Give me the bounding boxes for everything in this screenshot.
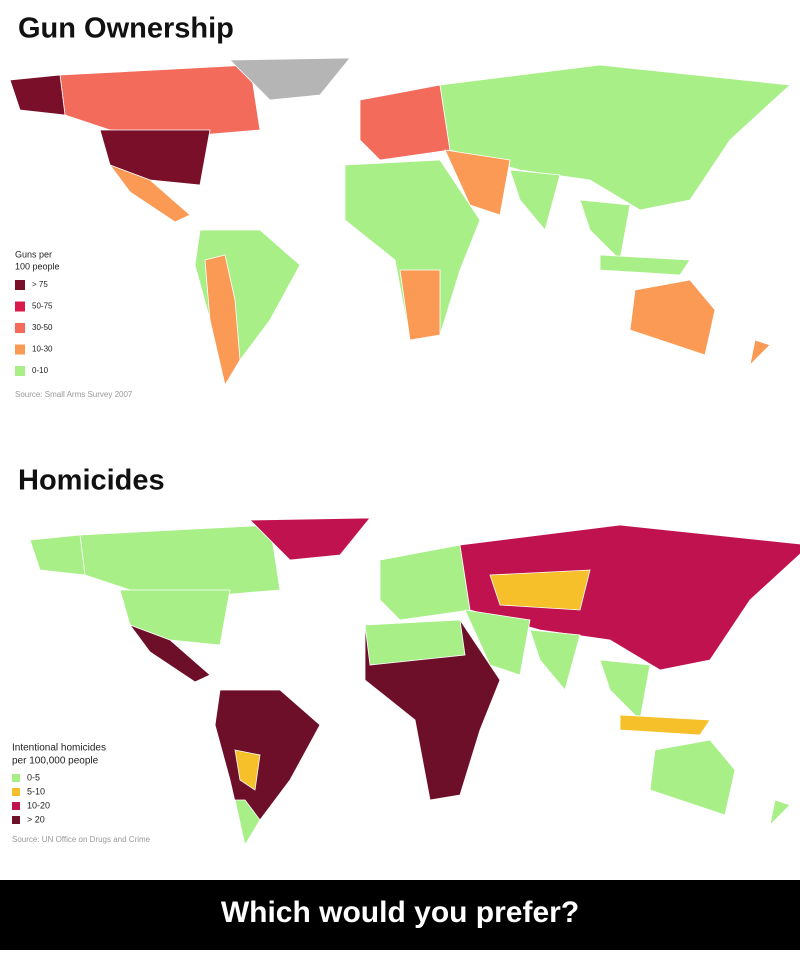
- region: [204, 254, 241, 387]
- legend-label: 10-30: [32, 345, 53, 354]
- legend-swatch: [12, 802, 20, 810]
- region: [119, 589, 231, 646]
- region: [769, 799, 791, 826]
- source: Source: Small Arms Survey 2007: [15, 390, 133, 399]
- gun-map: [9, 57, 791, 387]
- caption: Which would you prefer?: [221, 896, 579, 929]
- region: [79, 524, 281, 596]
- legend-title: Intentional homicides: [12, 743, 106, 754]
- legend-swatch: [12, 774, 20, 782]
- region: [214, 689, 321, 846]
- region: [619, 714, 711, 736]
- region: [489, 569, 591, 611]
- map-title: Gun Ownership: [18, 13, 234, 45]
- legend-swatch: [15, 344, 25, 355]
- legend-label: 10-20: [27, 800, 50, 810]
- legend-label: 50-75: [32, 302, 53, 311]
- region: [599, 254, 691, 276]
- region: [379, 544, 471, 621]
- legend-label: > 75: [32, 280, 48, 289]
- region: [629, 279, 716, 356]
- region: [749, 339, 771, 366]
- region: [234, 799, 261, 847]
- region: [509, 169, 561, 231]
- region: [29, 534, 86, 576]
- legend-title: per 100,000 people: [12, 756, 99, 767]
- legend-title: Guns per: [15, 249, 52, 259]
- map-title: Homicides: [18, 465, 165, 497]
- region: [649, 739, 736, 816]
- legend-swatch: [15, 301, 25, 312]
- region: [234, 749, 261, 791]
- homicide-map: [29, 517, 800, 847]
- region: [579, 199, 631, 261]
- legend-label: 5-10: [27, 786, 45, 796]
- region: [99, 129, 211, 186]
- region: [364, 619, 466, 666]
- legend-swatch: [12, 816, 20, 824]
- legend-swatch: [12, 788, 20, 796]
- legend-label: 0-5: [27, 772, 40, 782]
- legend-swatch: [15, 366, 25, 376]
- legend-title: 100 people: [15, 261, 60, 271]
- region: [599, 659, 651, 721]
- legend-label: 0-10: [32, 366, 49, 375]
- legend-label: > 20: [27, 814, 45, 824]
- region: [359, 84, 451, 161]
- region: [529, 629, 581, 691]
- region: [9, 74, 66, 116]
- legend-swatch: [15, 280, 25, 290]
- legend-label: 30-50: [32, 323, 53, 332]
- region: [59, 64, 261, 136]
- legend-swatch: [15, 323, 25, 333]
- region: [399, 269, 441, 341]
- caption-bar: [0, 880, 800, 950]
- source: Source: UN Office on Drugs and Crime: [12, 835, 151, 844]
